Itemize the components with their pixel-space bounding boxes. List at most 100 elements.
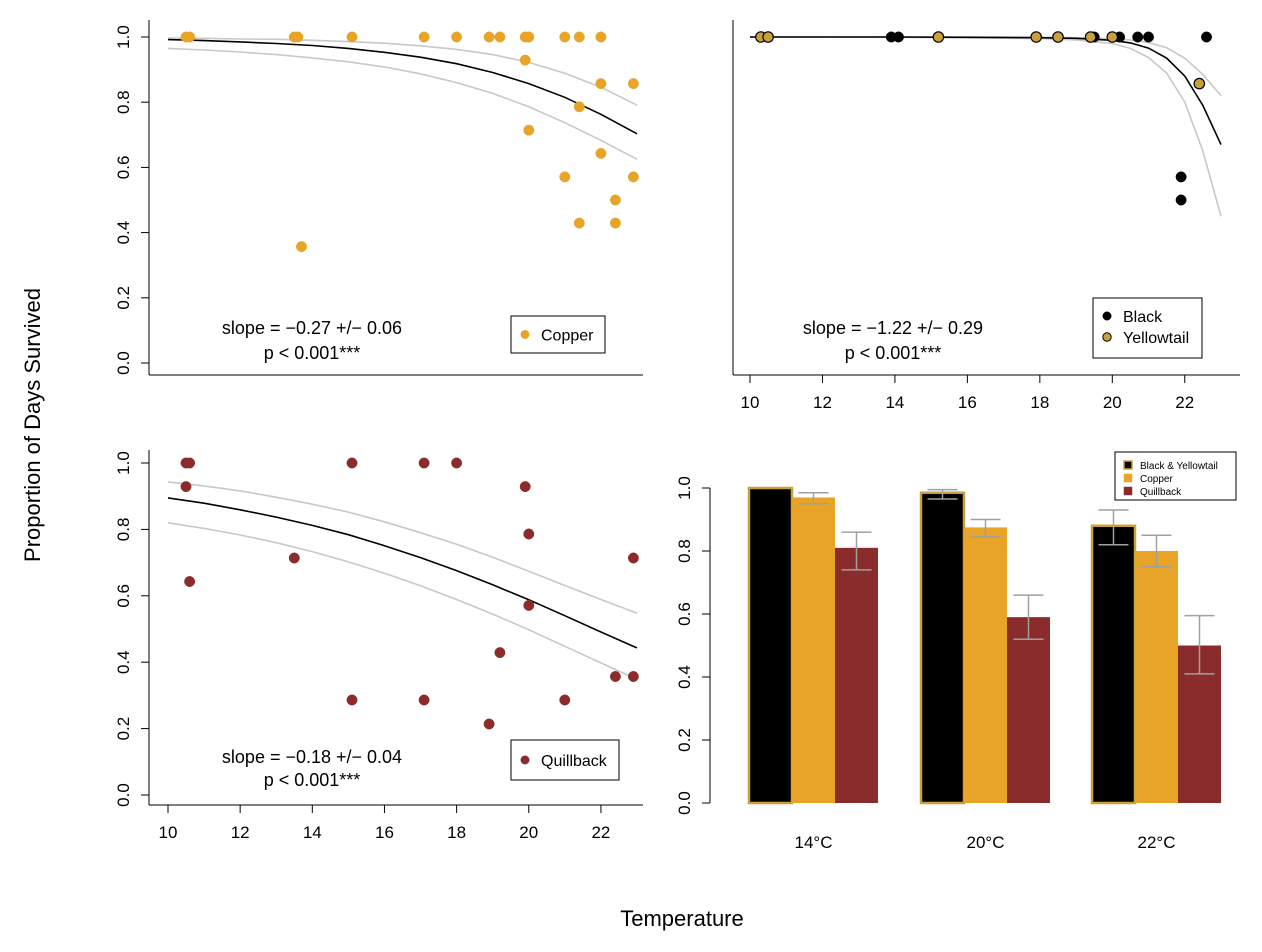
panels: 0.0 0.2 0.4 0.6 0.8 1.0 slope = −0.27 +/− 0.06…: [114, 20, 1240, 852]
quillback-ci-lower-line: [167, 522, 638, 681]
quillback-slope-text: slope = −0.18 +/− 0.04: [222, 747, 402, 767]
copper-ytick-label: 0.0: [114, 351, 133, 375]
bars-legend-box: [1114, 451, 1237, 501]
bars-bar-black-yellowtail: [919, 491, 966, 805]
bars-legend-label: Black & Yellowtail: [1140, 461, 1218, 472]
copper-point-copper: [595, 147, 607, 159]
quillback-point-quillback: [523, 528, 535, 540]
quillback-xtick-label: 16: [375, 823, 394, 842]
black-yellowtail-axes: [732, 20, 1240, 376]
copper-ytick-label: 0.8: [114, 90, 133, 114]
bars-error-bar: [1098, 509, 1129, 546]
quillback-ytick-label: 0.4: [114, 650, 133, 674]
black-yellowtail-point-black: [1143, 31, 1154, 43]
copper-pvalue-text: p < 0.001***: [264, 343, 361, 363]
black-yellowtail-point-yellowtail: [932, 31, 945, 43]
black-yellowtail-point-yellowtail: [1052, 31, 1064, 43]
copper-point-copper: [595, 31, 607, 43]
black-yellowtail-xtick-label: 14: [885, 393, 904, 412]
copper-ytick-label: 0.2: [114, 286, 133, 310]
black-yellowtail-point-yellowtail: [1030, 31, 1042, 43]
bars-legend-label: Copper: [1140, 474, 1173, 485]
black-yellowtail-point-black: [1175, 194, 1187, 206]
bars-error-bar: [970, 518, 1001, 538]
bars-bar-copper: [792, 497, 835, 803]
copper-point-copper: [573, 101, 585, 113]
bars-legend-swatch: [1123, 473, 1133, 483]
quillback-point-quillback: [519, 481, 531, 493]
copper-point-copper: [184, 31, 196, 43]
bars-ytick-label: 0.4: [675, 665, 694, 689]
copper-ytick-label: 1.0: [114, 25, 133, 49]
quillback-fit-line: [167, 497, 638, 649]
quillback-point-quillback: [418, 694, 430, 706]
black-yellowtail-xtick-label: 18: [1030, 393, 1049, 412]
black-yellowtail-panel: 10 12 14 16 18 20 22 slope = −1.22 +/− 0.29 p < …: [732, 20, 1240, 412]
bars-ytick-label: 0.8: [675, 539, 694, 563]
bars-bar-black-yellowtail: [747, 486, 794, 805]
quillback-point-quillback: [346, 457, 358, 469]
quillback-pvalue-text: p < 0.001***: [264, 770, 361, 790]
quillback-xtick-label: 18: [447, 823, 466, 842]
copper-point-copper: [483, 31, 495, 43]
black-yellowtail-xtick-label: 16: [958, 393, 977, 412]
quillback-point-quillback: [346, 694, 358, 706]
copper-point-copper: [519, 54, 531, 66]
bars-bar-copper: [1135, 551, 1178, 803]
bars-category-label: 22°C: [1138, 833, 1176, 852]
black-yellowtail-pvalue-text: p < 0.001***: [845, 343, 942, 363]
black-yellowtail-legend: Black Yellowtail: [1092, 297, 1203, 359]
black-yellowtail-ci-lower-line: [749, 36, 1222, 217]
quillback-xtick-label: 12: [231, 823, 250, 842]
bars-error-bar: [798, 491, 829, 505]
black-yellowtail-legend-swatch: [1102, 332, 1112, 342]
quillback-ytick-label: 1.0: [114, 451, 133, 475]
copper-point-copper: [292, 31, 304, 43]
quillback-ytick-label: 0.6: [114, 584, 133, 608]
bars-error-bar: [1141, 534, 1172, 568]
copper-point-copper: [609, 194, 621, 206]
black-yellowtail-xtick-label: 20: [1103, 393, 1122, 412]
copper-panel: 0.0 0.2 0.4 0.6 0.8 1.0 slope = −0.27 +/− 0.06…: [114, 20, 643, 376]
copper-fit-line: [167, 38, 638, 135]
copper-point-copper: [494, 31, 506, 43]
bars-ytick-label: 1.0: [675, 476, 694, 500]
quillback-xtick-label: 10: [159, 823, 178, 842]
quillback-point-quillback: [184, 457, 196, 469]
quillback-point-quillback: [288, 552, 300, 564]
quillback-xtick-label: 22: [591, 823, 610, 842]
copper-point-copper: [296, 241, 307, 253]
quillback-point-quillback: [451, 457, 463, 469]
quillback-ytick-label: 0.0: [114, 783, 133, 807]
black-yellowtail-fit-line: [750, 36, 1222, 145]
copper-legend-swatch: [520, 330, 530, 339]
quillback-point-quillback: [609, 671, 621, 682]
quillback-point-quillback: [627, 671, 639, 682]
black-yellowtail-point-black: [1201, 31, 1212, 43]
black-yellowtail-legend-label: Black: [1123, 309, 1163, 326]
black-yellowtail-legend-swatch: [1102, 311, 1112, 321]
bars-ytick-label: 0.2: [675, 728, 694, 752]
copper-point-copper: [609, 217, 621, 229]
copper-point-copper: [559, 31, 571, 43]
copper-point-copper: [573, 217, 585, 229]
bars-bar-black-yellowtail: [1090, 524, 1137, 805]
black-yellowtail-point-yellowtail: [1106, 31, 1119, 43]
black-yellowtail-xtick-label: 10: [741, 393, 760, 412]
bars-error-bar: [841, 531, 872, 571]
quillback-point-quillback: [483, 718, 495, 730]
quillback-legend-label: Quillback: [541, 753, 608, 770]
black-yellowtail-point-yellowtail: [762, 31, 774, 43]
copper-ci-lower-line: [167, 47, 638, 161]
black-yellowtail-point-yellowtail: [1084, 31, 1097, 43]
bars-ytick-label: 0.0: [675, 791, 694, 815]
quillback-ytick-label: 0.2: [114, 717, 133, 741]
quillback-point-quillback: [559, 694, 571, 706]
copper-slope-text: slope = −0.27 +/− 0.06: [222, 318, 402, 338]
copper-legend-label: Copper: [541, 328, 594, 345]
black-yellowtail-xtick-label: 22: [1175, 393, 1194, 412]
copper-point-copper: [523, 31, 535, 43]
quillback-ytick-label: 0.8: [114, 518, 133, 542]
copper-point-copper: [418, 31, 430, 43]
